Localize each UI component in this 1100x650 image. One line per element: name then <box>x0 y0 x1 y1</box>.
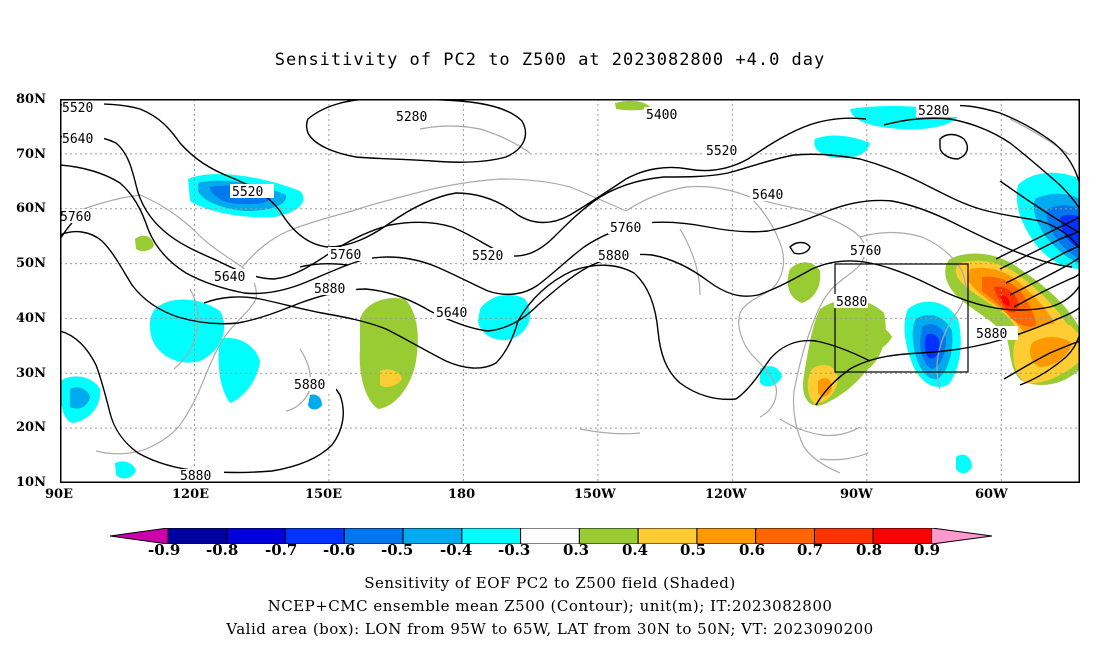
lon-label: 120E <box>172 487 210 502</box>
contour-label: 5760 <box>330 248 361 263</box>
contour-labels: 5520 5640 5760 5280 5520 5640 5760 5880 … <box>60 101 1018 483</box>
contour-label: 5280 <box>918 104 949 119</box>
colorbar-label: 0.4 <box>622 541 649 559</box>
contour-label: 5760 <box>850 244 881 259</box>
valid-area-box <box>834 263 969 373</box>
contour-label: 5400 <box>646 108 677 123</box>
lon-label: 90E <box>45 487 73 502</box>
contour-label: 5520 <box>472 249 503 264</box>
grid-layer <box>60 99 1080 483</box>
colorbar-label: -0.9 <box>148 541 181 559</box>
lat-label: 10N <box>16 475 46 490</box>
lat-label: 20N <box>16 420 46 435</box>
shading-layer <box>60 100 1080 479</box>
map-frame <box>60 99 1080 483</box>
colorbar-label: 0.8 <box>856 541 883 559</box>
contour-layer <box>60 99 1080 474</box>
contour-label: 5880 <box>836 295 867 310</box>
caption-line-1: Sensitivity of EOF PC2 to Z500 field (Sh… <box>364 574 736 592</box>
contour-label: 5640 <box>214 270 245 285</box>
colorbar-arrow-left <box>110 528 168 544</box>
lon-label: 60W <box>975 487 1008 502</box>
contour-label: 5520 <box>232 185 263 200</box>
contour-label: 5280 <box>396 110 427 125</box>
contour-label: 5640 <box>62 132 93 147</box>
contour-label: 5640 <box>752 188 783 203</box>
colorbar-label: -0.7 <box>265 541 298 559</box>
contour-label: 5520 <box>706 144 737 159</box>
colorbar-label: 0.3 <box>563 541 590 559</box>
contour-label: 5880 <box>180 469 211 483</box>
colorbar-label: -0.4 <box>440 541 473 559</box>
lat-label: 70N <box>16 147 46 162</box>
coastline-layer <box>60 118 1071 474</box>
contour-label: 5520 <box>62 101 93 116</box>
lon-label: 150E <box>305 487 343 502</box>
colorbar-label: -0.8 <box>206 541 239 559</box>
lat-label: 80N <box>16 92 46 107</box>
lat-label: 40N <box>16 311 46 326</box>
colorbar-label: 0.7 <box>797 541 824 559</box>
sensitivity-map: 5520 5640 5760 5280 5520 5640 5760 5880 … <box>60 99 1080 483</box>
lon-label: 90W <box>840 487 873 502</box>
lon-label: 120W <box>705 487 747 502</box>
caption-line-3: Valid area (box): LON from 95W to 65W, L… <box>226 620 874 638</box>
caption-line-2: NCEP+CMC ensemble mean Z500 (Contour); u… <box>267 597 833 615</box>
contour-label: 5880 <box>976 327 1007 342</box>
lon-label: 150W <box>574 487 616 502</box>
colorbar-arrow-right <box>932 528 992 544</box>
colorbar <box>110 528 992 544</box>
lat-label: 30N <box>16 366 46 381</box>
contour-label: 5760 <box>610 221 641 236</box>
colorbar-label: 0.9 <box>914 541 941 559</box>
colorbar-label: 0.5 <box>680 541 707 559</box>
contour-label: 5880 <box>294 378 325 393</box>
contour-label: 5880 <box>598 249 629 264</box>
lon-label: 180 <box>448 487 476 502</box>
lat-label: 50N <box>16 256 46 271</box>
colorbar-label: -0.3 <box>498 541 531 559</box>
contour-label: 5760 <box>60 210 91 225</box>
lat-label: 60N <box>16 201 46 216</box>
colorbar-label: -0.5 <box>381 541 414 559</box>
colorbar-label: 0.6 <box>739 541 766 559</box>
map-title: Sensitivity of PC2 to Z500 at 2023082800… <box>274 50 826 70</box>
colorbar-label: -0.6 <box>323 541 356 559</box>
contour-label: 5880 <box>314 282 345 297</box>
contour-label: 5640 <box>436 306 467 321</box>
